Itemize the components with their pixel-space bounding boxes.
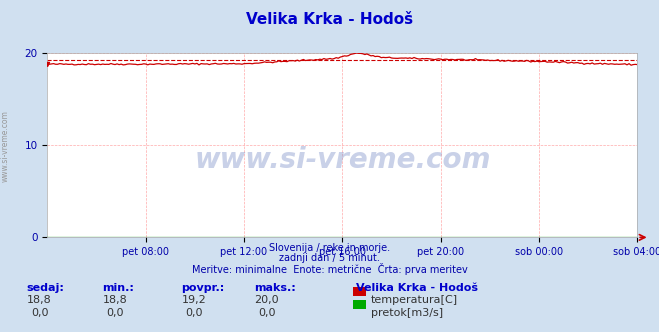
Text: Velika Krka - Hodoš: Velika Krka - Hodoš	[356, 283, 478, 293]
Text: 19,2: 19,2	[182, 295, 207, 305]
Text: 20,0: 20,0	[254, 295, 279, 305]
Text: 0,0: 0,0	[258, 308, 275, 318]
Text: min.:: min.:	[102, 283, 134, 293]
Text: zadnji dan / 5 minut.: zadnji dan / 5 minut.	[279, 253, 380, 263]
Text: 0,0: 0,0	[31, 308, 48, 318]
Text: Velika Krka - Hodoš: Velika Krka - Hodoš	[246, 12, 413, 27]
Text: povpr.:: povpr.:	[181, 283, 225, 293]
Text: Meritve: minimalne  Enote: metrične  Črta: prva meritev: Meritve: minimalne Enote: metrične Črta:…	[192, 263, 467, 275]
Text: www.si-vreme.com: www.si-vreme.com	[194, 146, 490, 174]
Text: sedaj:: sedaj:	[26, 283, 64, 293]
Text: pretok[m3/s]: pretok[m3/s]	[371, 308, 443, 318]
Text: www.si-vreme.com: www.si-vreme.com	[1, 110, 10, 182]
Text: 0,0: 0,0	[186, 308, 203, 318]
Text: 0,0: 0,0	[107, 308, 124, 318]
Text: temperatura[C]: temperatura[C]	[371, 295, 458, 305]
Text: maks.:: maks.:	[254, 283, 295, 293]
Text: 18,8: 18,8	[103, 295, 128, 305]
Text: Slovenija / reke in morje.: Slovenija / reke in morje.	[269, 243, 390, 253]
Text: 18,8: 18,8	[27, 295, 52, 305]
